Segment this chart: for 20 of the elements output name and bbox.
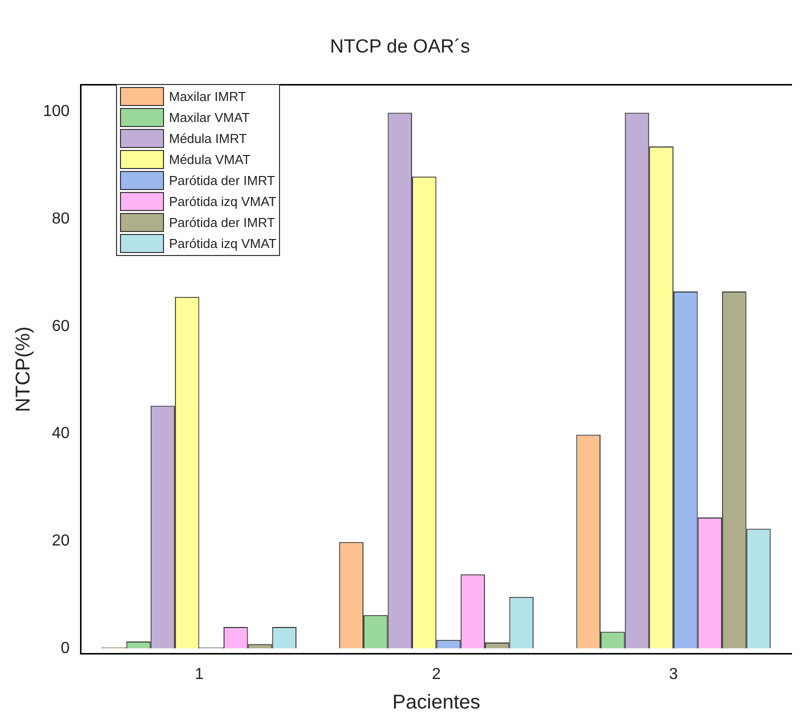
legend-label: Médula IMRT — [169, 131, 247, 146]
legend-label: Maxilar IMRT — [169, 89, 246, 104]
x-tick-label: 1 — [194, 666, 204, 683]
legend-label: Parótida der IMRT — [169, 215, 275, 230]
y-tick-label: 80 — [52, 210, 70, 228]
legend-label: Parótida der IMRT — [169, 173, 275, 188]
chart-title: NTCP de OAR´s — [330, 36, 470, 58]
legend-label: Maxilar VMAT — [169, 110, 250, 125]
y-tick-label: 20 — [52, 532, 70, 550]
legend-label: Médula VMAT — [169, 152, 250, 167]
x-tick-label: 3 — [668, 666, 678, 683]
y-tick-label: 40 — [52, 425, 70, 442]
legend-label: Parótida izq VMAT — [169, 194, 276, 209]
y-tick-label: 60 — [52, 318, 70, 335]
x-axis-title: Pacientes — [392, 692, 480, 714]
y-tick-label: 0 — [60, 640, 70, 657]
y-tick-label: 100 — [42, 103, 70, 120]
y-axis-title: NTCP(%) — [12, 326, 35, 412]
legend-label: Parótida izq VMAT — [169, 236, 276, 251]
x-tick-label: 2 — [432, 666, 441, 683]
